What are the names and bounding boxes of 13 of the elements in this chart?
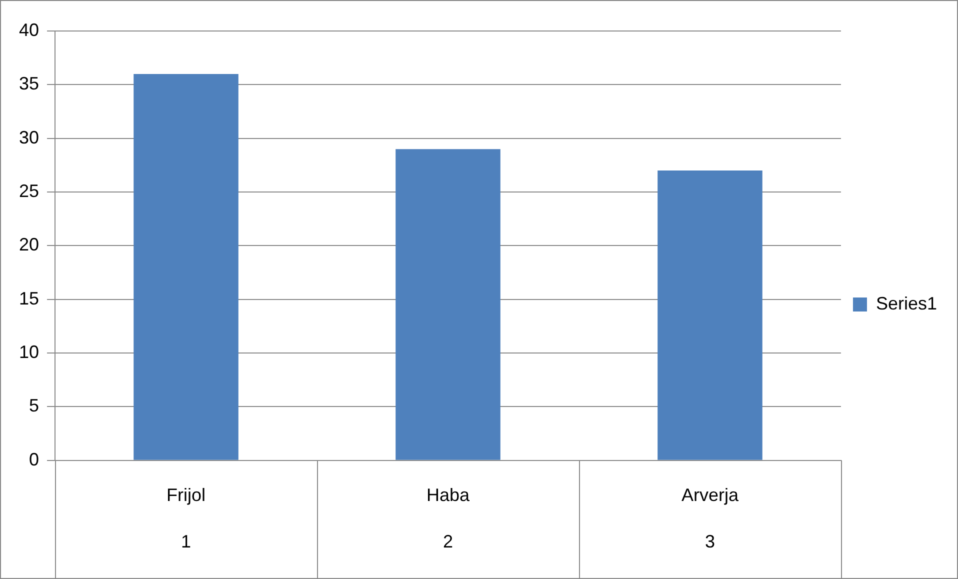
y-tick-label: 5 [29,396,40,416]
y-tick-label: 25 [18,180,40,201]
y-tick-label: 20 [18,234,40,255]
y-tick-label: 15 [18,288,40,308]
category-label: Haba 2 [426,484,470,552]
y-tick-label: 0 [29,449,40,470]
y-tick-label: 30 [18,127,40,148]
y-tick-label: 35 [18,74,40,94]
y-tick-label: 40 [18,20,40,40]
legend-label: Series1 [876,293,937,314]
category-label: Arverja 3 [681,484,738,552]
y-tick-label: 10 [18,342,40,362]
category-label: Frijol 1 [166,484,206,552]
